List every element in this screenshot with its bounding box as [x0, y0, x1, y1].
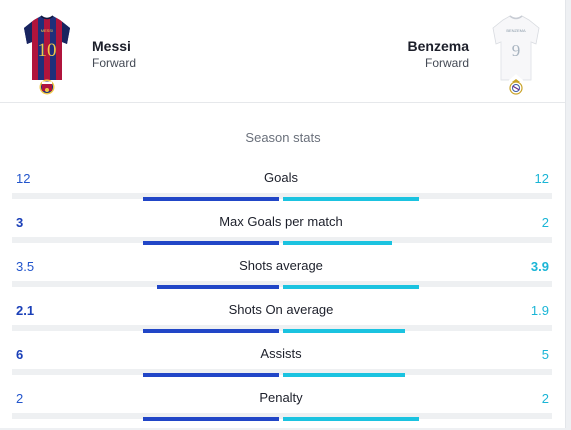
barcelona-jersey-icon: MESSI 10 [24, 15, 70, 95]
stat-label: Assists [260, 346, 302, 361]
stat-right-value: 2 [541, 215, 549, 230]
jersey-number-text: 10 [38, 40, 57, 61]
stat-left-value: 3.5 [16, 259, 35, 274]
stat-row: 6 Assists 5 [0, 342, 566, 386]
stat-label: Penalty [259, 390, 303, 405]
stat-right-bar [283, 197, 419, 201]
jersey-name-text: MESSI [41, 28, 53, 33]
stat-label: Shots average [239, 258, 323, 273]
stat-track [12, 193, 552, 199]
stat-left-value: 6 [16, 347, 24, 362]
stat-track [12, 237, 552, 243]
stat-right-bar [283, 285, 419, 289]
stat-right-value: 2 [541, 391, 549, 406]
stat-row: 3 Max Goals per match 2 [0, 210, 566, 254]
jersey-name-text: BENZEMA [506, 28, 526, 33]
stat-left-value: 2.1 [16, 303, 35, 318]
stat-track [12, 281, 552, 287]
player-left-position: Forward [92, 56, 137, 70]
stat-right-bar [283, 241, 392, 245]
stat-left-bar [143, 417, 279, 421]
stat-right-value: 5 [541, 347, 549, 362]
stat-left-value: 2 [16, 391, 24, 406]
stat-track [12, 325, 552, 331]
stat-label: Goals [264, 170, 298, 185]
stat-row: 2.1 Shots On average 1.9 [0, 298, 566, 342]
page-edge [566, 0, 571, 428]
stat-track [12, 369, 552, 375]
player-left-name: Messi [92, 38, 131, 54]
stats-list: 12 Goals 12 3 Max Goals per match 2 3.5 Shots a… [0, 166, 566, 430]
stat-label: Max Goals per match [219, 214, 343, 229]
player-right-info: Benzema Forward [408, 38, 469, 71]
stat-row: 3.5 Shots average 3.9 [0, 254, 566, 298]
stat-right-bar [283, 373, 405, 377]
stat-right-bar [283, 329, 405, 333]
section-title: Season stats [245, 130, 321, 145]
stat-left-value: 12 [16, 171, 31, 186]
stat-row: 2 Penalty 2 [0, 386, 566, 430]
stat-left-bar [143, 197, 279, 201]
stat-right-value: 3.9 [530, 259, 549, 274]
jersey-number-text: 9 [512, 41, 521, 60]
stat-right-value: 1.9 [530, 303, 549, 318]
real-madrid-jersey-icon: BENZEMA 9 [492, 15, 540, 95]
stat-left-bar [157, 285, 279, 289]
players-header: MESSI 10 Messi Forward BENZEMA 9 [0, 0, 565, 103]
stat-track [12, 413, 552, 419]
stat-label: Shots On average [228, 302, 334, 317]
stat-left-bar [143, 241, 279, 245]
stat-left-bar [143, 373, 279, 377]
player-right-name: Benzema [407, 38, 469, 54]
stat-left-bar [143, 329, 279, 333]
stat-right-value: 12 [534, 171, 549, 186]
stat-left-value: 3 [16, 215, 24, 230]
stat-row: 12 Goals 12 [0, 166, 566, 210]
player-left-info: Messi Forward [92, 38, 136, 71]
player-right-position: Forward [424, 56, 469, 70]
stat-right-bar [283, 417, 419, 421]
